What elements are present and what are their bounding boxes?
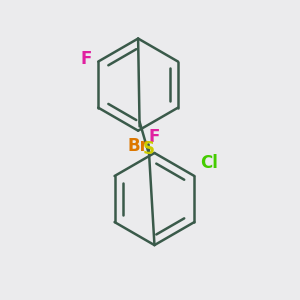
Text: F: F — [149, 128, 160, 146]
Text: F: F — [80, 50, 92, 68]
Text: Br: Br — [128, 137, 148, 155]
Text: Cl: Cl — [200, 154, 218, 172]
Text: S: S — [142, 140, 154, 158]
